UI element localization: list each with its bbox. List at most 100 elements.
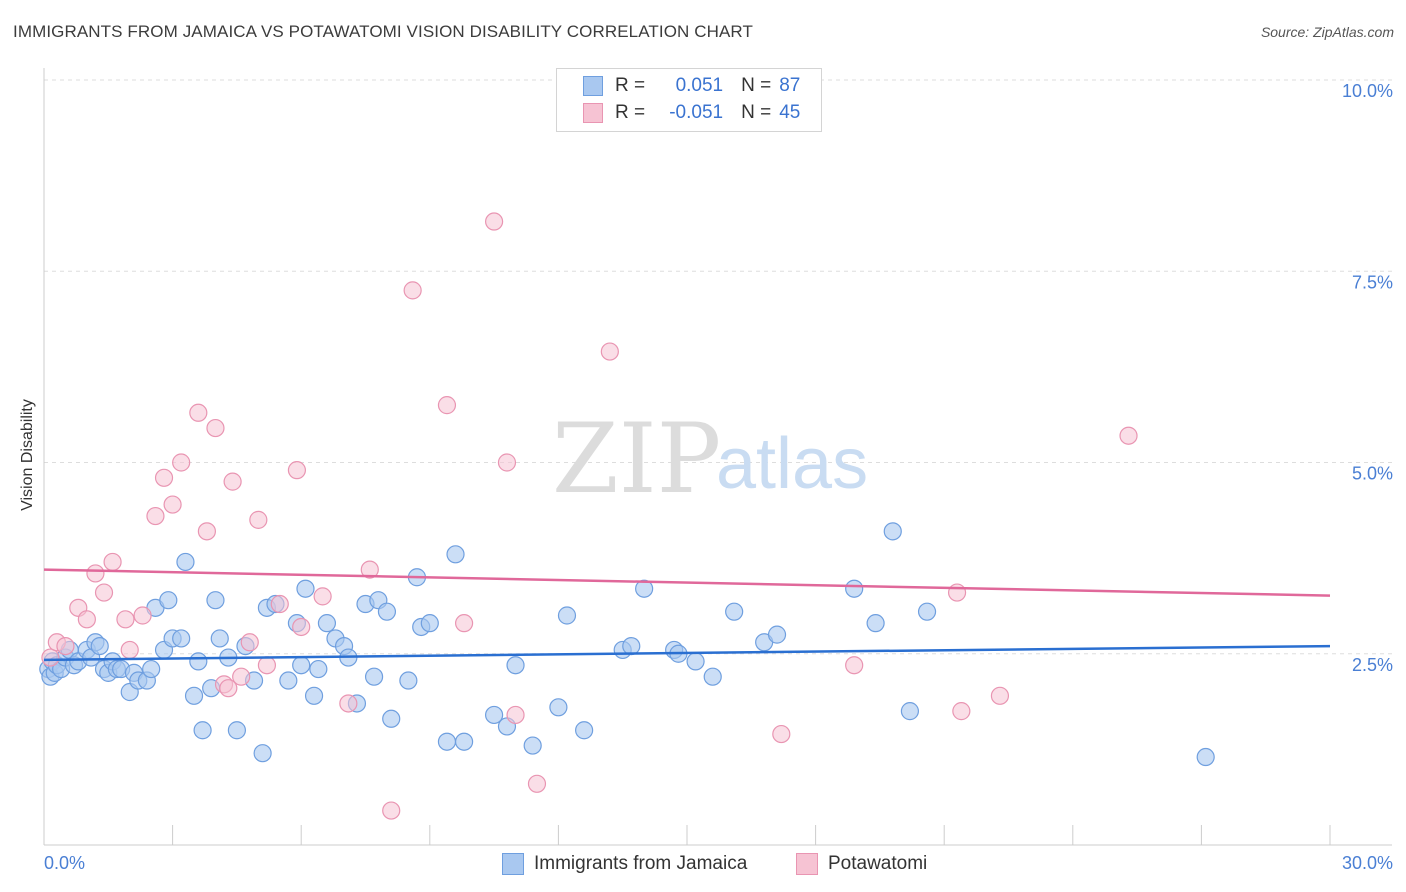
watermark: ZIP atlas [552, 403, 868, 515]
potawatomi-point [947, 583, 967, 602]
jamaica-point [399, 671, 418, 690]
potawatomi-trend-line [43, 568, 1331, 597]
potawatomi-point [287, 461, 307, 480]
jamaica-point [767, 625, 787, 644]
potawatomi-point [146, 506, 165, 526]
jamaica-point [900, 702, 920, 721]
potawatomi-point [197, 522, 216, 541]
potawatomi-point [257, 656, 277, 675]
trend-lines [43, 568, 1331, 662]
jamaica-point [296, 579, 315, 598]
y-tick-label: 5.0% [1352, 464, 1393, 484]
legend-r-value: 0.051 [675, 75, 724, 96]
potawatomi-point [600, 342, 619, 361]
jamaica-point [184, 686, 204, 705]
watermark-atlas: atlas [716, 424, 868, 504]
potawatomi-point [497, 453, 517, 472]
jamaica-point [506, 656, 525, 675]
jamaica-point [420, 614, 439, 633]
jamaica-point [725, 602, 744, 621]
jamaica-point [454, 732, 474, 751]
jamaica-point [866, 614, 885, 633]
jamaica-point [686, 652, 705, 671]
jamaica-point [364, 667, 384, 686]
jamaica-point [210, 629, 229, 648]
x-tick-labels: 0.0% 30.0% [44, 853, 1393, 873]
jamaica-point [703, 667, 722, 686]
bottom-legend-potawatomi: Potawatomi [796, 852, 927, 876]
potawatomi-point [86, 564, 105, 583]
legend-label-jamaica: Immigrants from Jamaica [534, 853, 748, 874]
potawatomi-point [1119, 426, 1138, 445]
jamaica-point [883, 522, 902, 541]
jamaica-point [159, 591, 178, 610]
jamaica-point [575, 721, 594, 740]
potawatomi-point [990, 686, 1010, 705]
legend-n-value: 45 [779, 102, 801, 123]
legend-r-value: -0.051 [669, 102, 724, 123]
jamaica-point [485, 705, 504, 725]
potawatomi-point [845, 656, 864, 675]
legend-row-potawatomi: R = -0.051 N = 45 [615, 101, 800, 125]
jamaica-point [382, 709, 401, 728]
potawatomi-point [403, 281, 422, 300]
y-tick-label: 7.5% [1352, 272, 1393, 292]
jamaica-point [206, 591, 225, 610]
potawatomi-point [172, 453, 191, 472]
legend-n-label: N = [741, 75, 772, 96]
axes [43, 68, 1392, 846]
potawatomi-point [116, 610, 135, 629]
chart-title: IMMIGRANTS FROM JAMAICA VS POTAWATOMI VI… [13, 22, 753, 41]
potawatomi-point [94, 583, 114, 602]
legend-swatch-jamaica [583, 76, 603, 96]
potawatomi-point [219, 679, 238, 698]
y-tick-label: 10.0% [1342, 81, 1393, 101]
potawatomi-point [133, 606, 152, 625]
potawatomi-point [56, 636, 75, 656]
jamaica-point [635, 579, 654, 598]
potawatomi-point [249, 510, 268, 529]
legend-n-value: 87 [779, 75, 801, 96]
potawatomi-point [270, 594, 289, 614]
potawatomi-point [103, 552, 122, 572]
jamaica-point [845, 579, 864, 598]
jamaica-point [309, 659, 328, 679]
jamaica-point [90, 636, 109, 656]
legend-r-label: R = [615, 102, 646, 123]
potawatomi-point [154, 468, 174, 487]
potawatomi-point [77, 610, 96, 629]
potawatomi-point [206, 418, 225, 438]
jamaica-point [523, 736, 542, 755]
jamaica-point [142, 659, 161, 679]
jamaica-trend-line [43, 644, 1331, 662]
potawatomi-point [772, 724, 791, 744]
potawatomi-point [189, 403, 208, 422]
potawatomi-point [41, 648, 60, 667]
jamaica-point [1196, 747, 1215, 767]
potawatomi-point [120, 640, 139, 660]
y-tick-label: 2.5% [1352, 655, 1393, 675]
potawatomi-points [41, 212, 1138, 820]
potawatomi-point [240, 633, 259, 652]
jamaica-point [172, 629, 191, 648]
potawatomi-point [437, 396, 457, 415]
potawatomi-point [232, 667, 251, 686]
jamaica-point [227, 721, 246, 740]
jamaica-point [917, 602, 937, 621]
jamaica-point [176, 552, 195, 572]
legend-row-jamaica: R = 0.051 N = 87 [615, 74, 800, 98]
source-label: Source: ZipAtlas.com [1260, 24, 1394, 40]
jamaica-point [622, 636, 641, 656]
legend-n-label: N = [741, 102, 772, 123]
potawatomi-point [292, 617, 311, 637]
jamaica-point [437, 732, 457, 751]
x-tick-label: 0.0% [44, 853, 85, 873]
potawatomi-point [527, 774, 547, 793]
stats-legend: R = 0.051 N = 87 R = -0.051 N = 45 [556, 68, 822, 132]
jamaica-points [39, 522, 1215, 767]
potawatomi-point [339, 694, 358, 713]
legend-r-label: R = [615, 75, 646, 96]
potawatomi-point [223, 472, 242, 491]
potawatomi-point [313, 587, 332, 606]
